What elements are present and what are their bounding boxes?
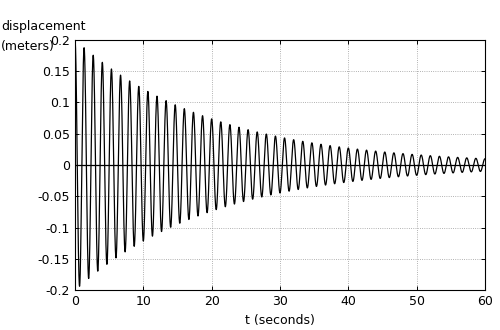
X-axis label: t (seconds): t (seconds) xyxy=(245,314,315,327)
Text: displacement: displacement xyxy=(1,19,86,33)
Text: (meters): (meters) xyxy=(1,40,55,52)
